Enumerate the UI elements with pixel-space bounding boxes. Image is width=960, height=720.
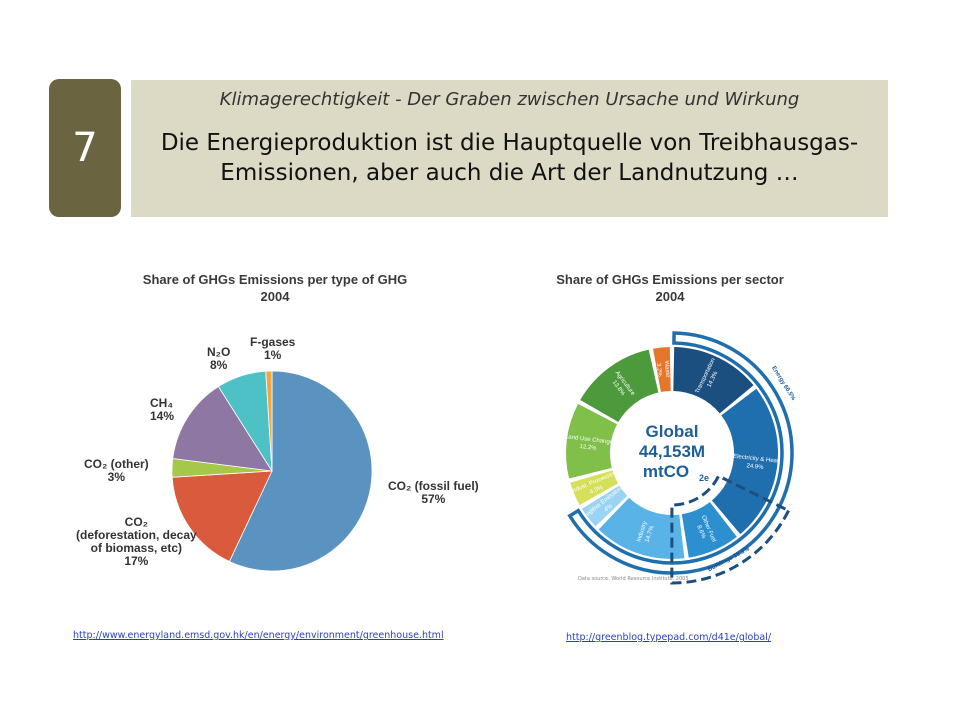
center-label-line2: 44,153M <box>639 442 705 461</box>
title-banner <box>131 80 888 217</box>
label-n2o-name: N₂O <box>207 345 231 359</box>
label-co2-deforestation: CO₂ (deforestation, decay of biomass, et… <box>76 516 197 568</box>
left-chart-title-line1: Share of GHGs Emissions per type of GHG <box>142 272 408 287</box>
sector-value-indust-processes: 4.3% <box>589 485 605 496</box>
label-fgases-name: F-gases <box>250 335 296 349</box>
slide-title-line2: Emissionen, aber auch die Art der Landnu… <box>220 160 799 186</box>
pie-slice-6 <box>265 370 273 472</box>
label-fossil-name: CO₂ (fossil fuel) <box>388 479 479 493</box>
label-fgases: F-gases 1% <box>250 336 295 362</box>
label-n2o-value: 8% <box>210 358 228 372</box>
right-chart-title-line1: Share of GHGs Emissions per sector <box>556 272 784 287</box>
slide-title-line1: Die Energieproduktion ist die Hauptquell… <box>160 130 859 156</box>
label-fgases-value: 1% <box>264 348 282 362</box>
left-chart-title: Share of GHGs Emissions per type of GHG … <box>100 271 450 305</box>
label-defor-value: 17% <box>124 554 149 568</box>
center-label-line1: Global <box>646 422 699 441</box>
label-co2-other-value: 3% <box>107 470 125 484</box>
label-ch4-name: CH₄ <box>150 396 174 410</box>
center-label-sub: 2e <box>699 473 709 483</box>
energy-group-label: Energy 66.5% <box>770 365 796 402</box>
energy-group-bracket <box>567 331 794 575</box>
slide-number-badge: 7 <box>49 79 121 217</box>
sector-land-use-change <box>566 403 618 479</box>
label-fossil-value: 57% <box>421 492 446 506</box>
label-co2-other-name: CO₂ (other) <box>84 457 149 471</box>
label-n2o: N₂O 8% <box>207 346 230 372</box>
label-co2-fossil: CO₂ (fossil fuel) 57% <box>388 480 479 506</box>
pie-slice-1 <box>228 370 373 572</box>
label-ch4-value: 14% <box>150 409 175 423</box>
source-link-left[interactable]: http://www.energyland.emsd.gov.hk/en/ene… <box>73 630 444 641</box>
sector-value-industry: 14.7% <box>644 525 655 544</box>
label-defor-line3: of biomass, etc) <box>90 541 183 555</box>
sector-other-fuel <box>681 502 737 558</box>
right-chart-title: Share of GHGs Emissions per sector 2004 <box>510 271 830 305</box>
sector-value-fugitive-emissions: 4% <box>603 503 614 513</box>
sector-waste <box>653 347 671 393</box>
pie-slice-4 <box>172 386 273 472</box>
sector-value-other-fuel: 8.6% <box>695 525 706 541</box>
pie-slice-2 <box>171 470 273 563</box>
sector-industry <box>598 497 685 559</box>
donut-center <box>614 395 730 511</box>
buildings-group-bracket <box>670 474 791 585</box>
center-label-line3: mtCO <box>643 462 689 481</box>
sector-value-land-use-change: 12.2% <box>579 444 597 452</box>
sector-value-waste: 3.2% <box>655 363 662 378</box>
slide-title: Die Energieproduktion ist die Hauptquell… <box>131 128 888 188</box>
right-chart-title-line2: 2004 <box>655 289 685 304</box>
sector-transportation <box>673 347 754 414</box>
sector-name-land-use-change: Land Use Change <box>565 434 614 446</box>
label-defor-line2: (deforestation, decay <box>76 528 197 542</box>
sector-electricity-heat <box>711 388 779 535</box>
label-ch4: CH₄ 14% <box>150 397 174 423</box>
sector-fugitive-emissions <box>581 485 628 527</box>
label-defor-line1: CO₂ <box>124 515 149 529</box>
sector-indust-processes <box>570 470 618 506</box>
sector-agriculture <box>580 349 659 422</box>
left-chart-title-line2: 2004 <box>260 289 290 304</box>
sector-name-electricity-heat: Electricity & Heat <box>733 454 779 465</box>
label-co2-other: CO₂ (other) 3% <box>84 458 149 484</box>
slide-subtitle: Klimagerechtigkeit - Der Graben zwischen… <box>219 89 800 110</box>
sector-value-electricity-heat: 24.9% <box>746 463 764 471</box>
sector-name-waste: Waste <box>663 360 671 378</box>
source-link-right[interactable]: http://greenblog.typepad.com/d41e/global… <box>566 632 772 643</box>
data-source-note: Data source: World Resource Institute, 2… <box>578 576 689 582</box>
